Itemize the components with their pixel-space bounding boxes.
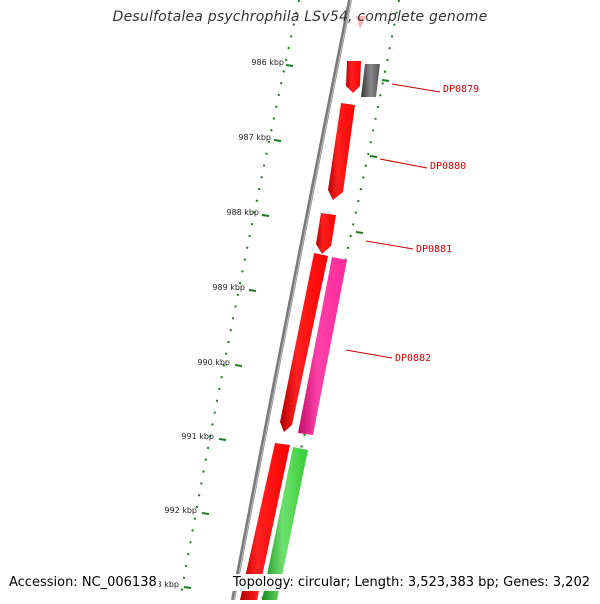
scale-tick-label: 987 kbp <box>238 133 271 142</box>
scale-tick-mark <box>234 364 243 367</box>
scale-tick-mark <box>248 289 257 292</box>
scale-tick-label: 992 kbp <box>164 506 197 515</box>
gene-label-dp0882[interactable]: DP0882 <box>395 353 431 364</box>
genome-backbone <box>231 0 352 601</box>
scale-tick-mark <box>218 438 227 441</box>
scale-tick-mark <box>381 79 390 82</box>
gene-label-leader-line <box>391 83 441 93</box>
gene-label-dp0879[interactable]: DP0879 <box>443 84 479 95</box>
scale-tick-label: 993 kbp <box>146 580 179 589</box>
genome-title: Desulfotalea psychrophila LSv54, complet… <box>112 9 488 25</box>
accession-text: Accession: NC_006138 <box>7 574 159 591</box>
scale-tick-mark <box>369 155 378 158</box>
gene-feature-lower-green <box>262 447 308 600</box>
scale-tick-mark <box>201 512 210 515</box>
genome-backbone-highlight <box>233 0 352 601</box>
scale-tick-label: 988 kbp <box>226 208 259 217</box>
gene-feature-dp0879 <box>346 61 361 93</box>
scale-tick-mark <box>273 139 282 142</box>
gene-feature-dp0880 <box>328 103 355 200</box>
scale-tick-label: 989 kbp <box>212 283 245 292</box>
scale-tick-mark <box>285 64 294 67</box>
gene-feature-dp0882-a <box>280 253 328 432</box>
gene-feature-gray <box>361 64 380 97</box>
gene-label-dp0881[interactable]: DP0881 <box>416 244 452 255</box>
topology-text: Topology: circular; Length: 3,523,383 bp… <box>230 574 592 591</box>
gene-label-leader-line <box>379 158 428 169</box>
scale-tick-mark <box>183 586 192 589</box>
scale-tick-label: 991 kbp <box>181 432 214 441</box>
gene-feature-dp0881 <box>316 213 336 254</box>
gene-labels: DP0879 DP0880 DP0881 DP0882 <box>345 79 479 364</box>
scale-tick-label: 986 kbp <box>251 58 284 67</box>
gene-feature-lower-red <box>240 443 290 600</box>
scale-tick-label: 990 kbp <box>197 358 230 367</box>
gene-feature-dp0882 <box>298 257 347 435</box>
gene-label-dp0880[interactable]: DP0880 <box>430 161 466 172</box>
scale-tick-mark <box>355 231 364 234</box>
gene-label-leader-line <box>365 240 414 250</box>
scale-ticks: 986 kbp 987 kbp 988 kbp 989 kbp 990 kbp 991 k… <box>146 58 294 589</box>
scale-tick-mark <box>261 214 270 217</box>
gene-label-leader-line <box>345 349 393 359</box>
gene-feature-partial-top <box>356 16 366 29</box>
